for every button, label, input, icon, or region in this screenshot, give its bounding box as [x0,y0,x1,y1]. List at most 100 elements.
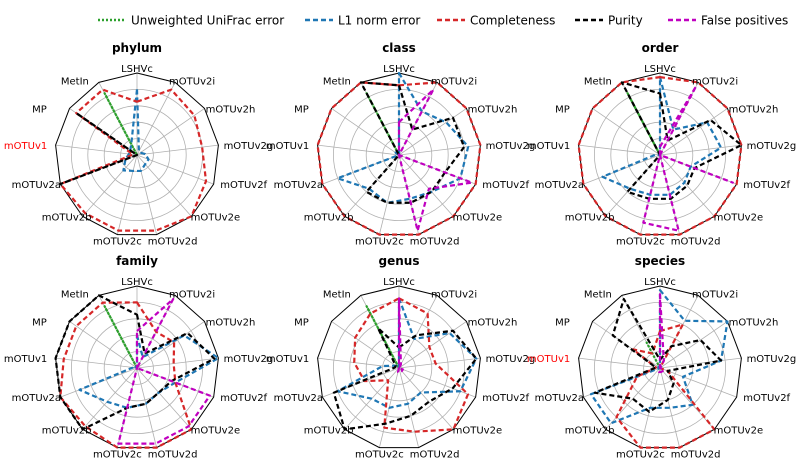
legend-label-completeness: Completeness [470,14,555,28]
axis-label-motuv2c: mOTUv2c [616,450,665,461]
radar-panel-family: family LSHVc mOTUv2i mOTUv2h mOTUv2g mOTUv2f m… [4,254,273,461]
axis-label-motuv2b: mOTUv2b [565,425,615,436]
axis-label-motuv2i: mOTUv2i [431,289,477,300]
axis-label-motuv2g: mOTUv2g [486,354,536,365]
grid-spoke [398,321,467,369]
axis-label-motuv1: mOTUv1 [4,354,47,365]
panel-title: phylum [112,41,162,55]
axis-label-motuv2c: mOTUv2c [93,237,142,248]
legend-label-false-positives: False positives [701,14,788,28]
radar-panel-class: class LSHVc mOTUv2i mOTUv2h mOTUv2g mOTUv2f mO… [266,41,535,248]
grid-spoke [136,367,192,430]
axis-label-motuv2c: mOTUv2c [355,450,404,461]
axis-label-motuv2i: mOTUv2i [169,289,215,300]
axis-label-motuv2b: mOTUv2b [304,212,354,223]
axis-label-lshvc: LSHVc [121,277,153,288]
series-line-false-positives [657,293,665,374]
axis-label-motuv1: mOTUv1 [266,141,309,152]
axis-label-motuv2a: mOTUv2a [12,393,61,404]
series-line-l1-norm-error [122,88,150,173]
radar-panel-phylum: phylum LSHVc mOTUv2i mOTUv2h mOTUv2g mOTUv2f m… [4,41,273,248]
axis-label-motuv2h: mOTUv2h [729,104,779,115]
axis-label-motuv2c: mOTUv2c [355,237,404,248]
axis-label-motuv2b: mOTUv2b [304,425,354,436]
axis-label-mp: MP [32,317,47,328]
grid-spoke [317,144,400,156]
series-line-purity [359,81,466,204]
axis-label-lshvc: LSHVc [383,64,415,75]
series-line-purity [620,81,743,200]
series-line-l1-norm-error [336,71,470,204]
grid-spoke [82,154,138,217]
axis-label-motuv2e: mOTUv2e [191,425,240,436]
axis-label-motuv2f: mOTUv2f [482,180,529,191]
axis-label-motuv2g: mOTUv2g [224,141,274,152]
series-line-completeness [59,301,193,449]
axis-label-motuv2i: mOTUv2i [692,289,738,300]
axis-label-mp: MP [555,317,570,328]
axis-label-motuv2d: mOTUv2d [410,237,460,248]
axis-label-motuv2h: mOTUv2h [468,317,518,328]
series-line-l1-norm-error [601,75,723,196]
axis-label-motuv2f: mOTUv2f [743,393,790,404]
axis-label-motuv2e: mOTUv2e [453,212,502,223]
radar-panel-order: order LSHVc mOTUv2i mOTUv2h mOTUv2g mOTUv2f mO… [527,41,796,248]
axis-label-motuv2h: mOTUv2h [468,104,518,115]
axis-label-motuv2h: mOTUv2h [729,317,779,328]
grid-spoke [578,144,661,156]
grid-spoke [116,154,138,235]
axis-label-lshvc: LSHVc [121,64,153,75]
grid-spoke [136,367,158,448]
series-line-purity [332,326,478,431]
axis-label-lshvc: LSHVc [644,277,676,288]
axis-label-metin: MetIn [323,76,351,87]
grid-spoke [659,321,728,369]
series-line-false-positives [396,297,404,374]
panel-title: order [642,41,679,55]
grid-spoke [136,154,214,185]
grid-spoke [398,108,467,156]
grid-spoke [136,82,176,156]
axis-label-motuv2e: mOTUv2e [714,212,763,223]
axis-label-motuv2a: mOTUv2a [274,393,323,404]
grid-spoke [136,154,158,235]
grid-spoke [136,144,219,156]
radar-panels: phylum LSHVc mOTUv2i mOTUv2h mOTUv2g mOTUv2f m… [4,41,796,461]
axis-label-motuv2d: mOTUv2d [671,450,721,461]
axis-label-motuv2a: mOTUv2a [274,180,323,191]
grid-spoke [592,108,661,156]
axis-label-motuv1: mOTUv1 [266,354,309,365]
axis-label-motuv2f: mOTUv2f [220,393,267,404]
grid-spoke [136,108,205,156]
series-line-completeness [615,323,716,449]
axis-label-motuv2i: mOTUv2i [692,76,738,87]
series-line-unweighted-unifrac-error [645,341,662,370]
grid-spoke [578,357,661,369]
grid-spoke [82,367,138,430]
axis-label-motuv2d: mOTUv2d [148,450,198,461]
axis-label-motuv2b: mOTUv2b [42,212,92,223]
axis-label-motuv1: mOTUv1 [527,141,570,152]
panel-title: family [116,254,158,268]
series-line-completeness [316,81,482,236]
legend-label-l1-norm-error: L1 norm error [338,14,420,28]
grid-spoke [398,154,454,217]
grid-spoke [331,321,400,369]
series-line-completeness [353,297,470,433]
panel-title: species [635,254,685,268]
grid-spoke [55,144,138,156]
axis-label-motuv2c: mOTUv2c [616,237,665,248]
grid-spoke [605,367,661,430]
radar-frame [317,285,481,449]
axis-label-motuv2i: mOTUv2i [169,76,215,87]
axis-label-mp: MP [555,104,570,115]
axis-label-motuv2f: mOTUv2f [743,180,790,191]
series-line-unweighted-unifrac-error [103,92,139,157]
axis-label-motuv2d: mOTUv2d [410,450,460,461]
axis-label-lshvc: LSHVc [644,64,676,75]
grid-spoke [659,367,681,448]
grid-spoke [398,144,481,156]
grid-spoke [136,357,219,369]
axis-label-motuv2i: mOTUv2i [431,76,477,87]
